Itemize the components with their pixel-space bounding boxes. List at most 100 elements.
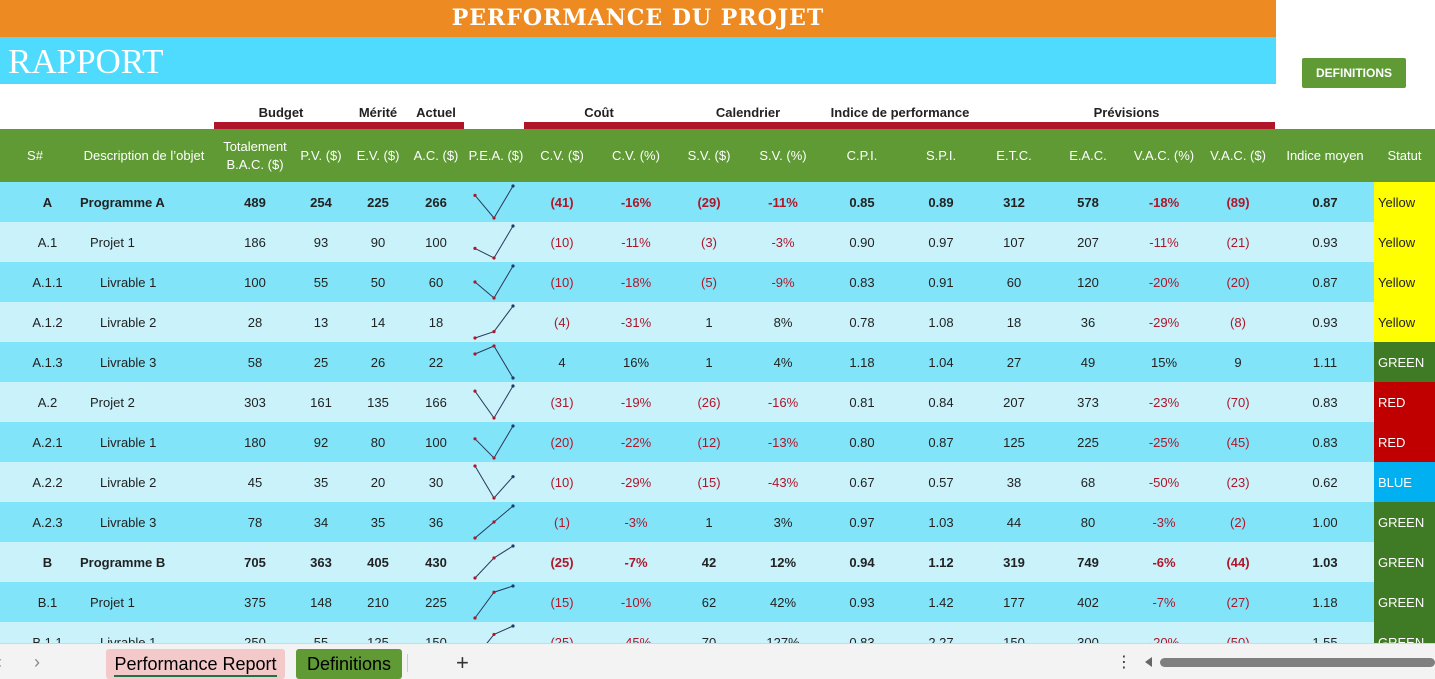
status-badge[interactable]: Yellow: [1374, 222, 1435, 262]
cell-cv-pct[interactable]: -11%: [621, 235, 651, 250]
cell-description[interactable]: Livrable 1: [100, 635, 157, 643]
cell-vac[interactable]: 9: [1234, 355, 1242, 370]
cell-sn[interactable]: A.2.2: [32, 475, 63, 490]
cell-cv[interactable]: (31): [550, 395, 574, 410]
cell-sv[interactable]: (26): [697, 395, 721, 410]
cell-cpi[interactable]: 0.90: [849, 235, 875, 250]
cell-ac[interactable]: 36: [428, 515, 444, 530]
cell-vac-pct[interactable]: -25%: [1148, 435, 1180, 450]
cell-vac[interactable]: (44): [1226, 555, 1250, 570]
cell-vac-pct[interactable]: -29%: [1148, 315, 1180, 330]
cell-cv-pct[interactable]: -45%: [620, 635, 652, 643]
cell-cv[interactable]: (25): [550, 635, 574, 643]
cell-eac[interactable]: 578: [1077, 195, 1099, 210]
cell-indice-moyen[interactable]: 0.93: [1312, 235, 1338, 250]
cell-bac[interactable]: 45: [247, 475, 263, 490]
cell-sv-pct[interactable]: -43%: [767, 475, 799, 490]
scroll-left-arrow-icon[interactable]: [1145, 657, 1152, 667]
status-badge[interactable]: Yellow: [1374, 262, 1435, 302]
cell-eac[interactable]: 225: [1077, 435, 1099, 450]
cell-description[interactable]: Livrable 1: [100, 275, 157, 290]
cell-description[interactable]: Livrable 1: [100, 435, 157, 450]
cell-cpi[interactable]: 0.93: [849, 595, 875, 610]
cell-ev[interactable]: 210: [367, 595, 389, 610]
cell-indice-moyen[interactable]: 1.00: [1312, 515, 1338, 530]
cell-vac[interactable]: (70): [1226, 395, 1250, 410]
cell-cpi[interactable]: 0.94: [849, 555, 875, 570]
cell-sn[interactable]: A: [42, 195, 53, 210]
cell-ev[interactable]: 80: [370, 435, 386, 450]
cell-sv-pct[interactable]: -16%: [767, 395, 799, 410]
cell-sv-pct[interactable]: 127%: [766, 635, 800, 643]
cell-ev[interactable]: 405: [367, 555, 389, 570]
tab-definitions[interactable]: Definitions: [296, 649, 402, 679]
cell-sv-pct[interactable]: 12%: [769, 555, 797, 570]
cell-eac[interactable]: 300: [1077, 635, 1099, 643]
cell-ev[interactable]: 225: [367, 195, 389, 210]
cell-indice-moyen[interactable]: 0.83: [1312, 435, 1338, 450]
cell-ev[interactable]: 20: [370, 475, 386, 490]
cell-sv-pct[interactable]: -13%: [767, 435, 799, 450]
cell-cv-pct[interactable]: -22%: [620, 435, 652, 450]
status-badge[interactable]: GREEN: [1374, 582, 1435, 622]
cell-description[interactable]: Livrable 2: [100, 315, 157, 330]
cell-pv[interactable]: 35: [313, 475, 329, 490]
cell-vac-pct[interactable]: 15%: [1150, 355, 1178, 370]
cell-sv[interactable]: (5): [701, 275, 717, 290]
tab-performance-report[interactable]: Performance Report: [106, 649, 285, 679]
status-badge[interactable]: Yellow: [1374, 302, 1435, 342]
cell-cpi[interactable]: 0.81: [849, 395, 875, 410]
add-sheet-button[interactable]: +: [456, 650, 469, 675]
cell-spi[interactable]: 1.04: [928, 355, 954, 370]
cell-eac[interactable]: 68: [1080, 475, 1096, 490]
cell-vac-pct[interactable]: -6%: [1152, 555, 1176, 570]
cell-sn[interactable]: A.2.1: [32, 435, 63, 450]
status-badge[interactable]: RED: [1374, 422, 1435, 462]
cell-cv[interactable]: (20): [550, 435, 574, 450]
cell-sv[interactable]: (12): [697, 435, 721, 450]
cell-cv-pct[interactable]: -3%: [624, 515, 648, 530]
cell-etc[interactable]: 18: [1006, 315, 1022, 330]
cell-indice-moyen[interactable]: 0.83: [1312, 395, 1338, 410]
cell-vac-pct[interactable]: -11%: [1149, 235, 1179, 250]
cell-pv[interactable]: 34: [313, 515, 329, 530]
cell-ac[interactable]: 430: [425, 555, 447, 570]
cell-cv-pct[interactable]: -18%: [620, 275, 652, 290]
cell-spi[interactable]: 0.89: [928, 195, 954, 210]
cell-sn[interactable]: A.1.2: [32, 315, 63, 330]
cell-sn[interactable]: B.1: [37, 595, 58, 610]
cell-vac[interactable]: (2): [1230, 515, 1246, 530]
cell-indice-moyen[interactable]: 1.18: [1312, 595, 1338, 610]
cell-vac[interactable]: (20): [1226, 275, 1250, 290]
definitions-button[interactable]: DEFINITIONS: [1302, 58, 1406, 88]
cell-sn[interactable]: A.2.3: [32, 515, 63, 530]
cell-ac[interactable]: 225: [425, 595, 447, 610]
status-badge[interactable]: GREEN: [1374, 342, 1435, 382]
cell-sn[interactable]: B.1.1: [32, 635, 63, 643]
cell-eac[interactable]: 80: [1080, 515, 1096, 530]
cell-etc[interactable]: 38: [1006, 475, 1022, 490]
cell-indice-moyen[interactable]: 0.62: [1312, 475, 1338, 490]
cell-sv-pct[interactable]: 42%: [769, 595, 797, 610]
cell-sn[interactable]: A.1: [37, 235, 58, 250]
cell-description[interactable]: Livrable 2: [100, 475, 157, 490]
cell-sn[interactable]: A.1.1: [32, 275, 63, 290]
cell-ev[interactable]: 135: [367, 395, 389, 410]
cell-indice-moyen[interactable]: 1.11: [1312, 355, 1338, 370]
cell-eac[interactable]: 120: [1077, 275, 1099, 290]
cell-etc[interactable]: 60: [1006, 275, 1022, 290]
cell-sv[interactable]: (29): [697, 195, 721, 210]
cell-cv[interactable]: (41): [550, 195, 574, 210]
cell-sn[interactable]: B: [42, 555, 53, 570]
cell-bac[interactable]: 186: [244, 235, 266, 250]
cell-sv-pct[interactable]: 4%: [773, 355, 793, 370]
cell-ac[interactable]: 100: [425, 235, 447, 250]
cell-ev[interactable]: 26: [370, 355, 386, 370]
cell-cv-pct[interactable]: -31%: [620, 315, 652, 330]
cell-spi[interactable]: 1.42: [928, 595, 954, 610]
cell-sv-pct[interactable]: -3%: [771, 235, 795, 250]
cell-sv[interactable]: (15): [697, 475, 721, 490]
cell-ac[interactable]: 18: [428, 315, 444, 330]
cell-bac[interactable]: 100: [244, 275, 266, 290]
cell-vac[interactable]: (23): [1226, 475, 1250, 490]
